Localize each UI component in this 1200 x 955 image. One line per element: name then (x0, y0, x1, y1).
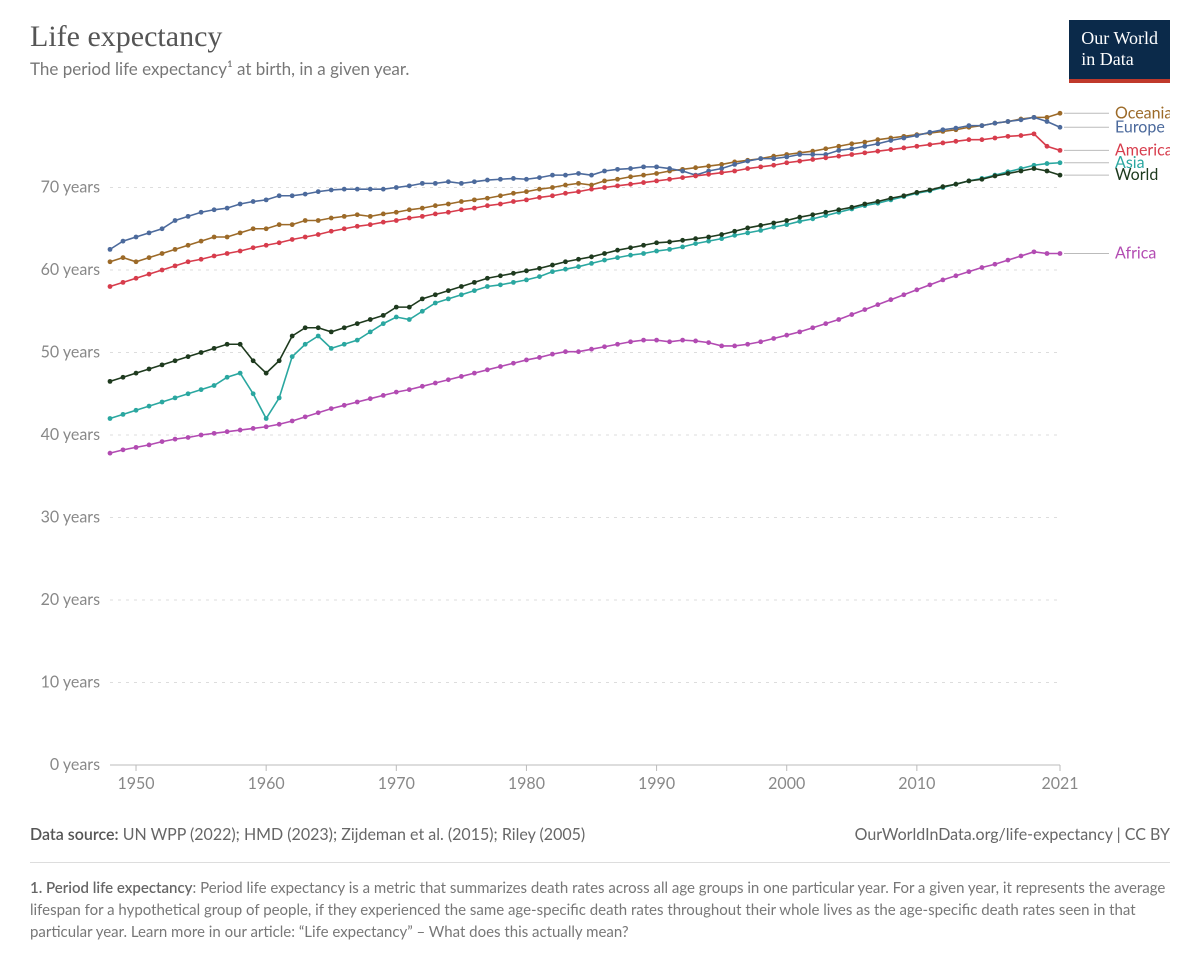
svg-text:1990: 1990 (638, 774, 675, 793)
svg-text:0 years: 0 years (50, 755, 100, 774)
chart-title: Life expectancy (30, 20, 1069, 54)
series-Americas (110, 134, 1060, 287)
svg-text:1970: 1970 (378, 774, 415, 793)
legend-Europe: Europe (1115, 117, 1165, 136)
legend-World: World (1115, 165, 1158, 184)
source-line: Data source: UN WPP (2022); HMD (2023); … (30, 825, 1170, 844)
svg-text:2010: 2010 (898, 774, 935, 793)
svg-text:2000: 2000 (768, 774, 805, 793)
svg-text:1960: 1960 (248, 774, 285, 793)
svg-text:2021: 2021 (1041, 774, 1078, 793)
chart-header: Life expectancy The period life expectan… (30, 20, 1170, 89)
line-chart: 0 years 10 years 20 years 30 years 40 years 5… (30, 95, 1170, 815)
svg-text:40 years: 40 years (41, 425, 100, 444)
svg-text:30 years: 30 years (41, 508, 100, 527)
owid-logo: Our World in Data (1069, 20, 1170, 83)
chart-subtitle: The period life expectancy¹ at birth, in… (30, 58, 1069, 79)
footnote: 1. Period life expectancy: Period life e… (30, 878, 1170, 943)
svg-text:50 years: 50 years (41, 343, 100, 362)
svg-text:1950: 1950 (117, 774, 154, 793)
svg-text:1980: 1980 (508, 774, 545, 793)
legend-Africa: Africa (1115, 244, 1156, 263)
svg-text:10 years: 10 years (41, 673, 100, 692)
svg-text:70 years: 70 years (41, 178, 100, 197)
svg-text:60 years: 60 years (41, 260, 100, 279)
separator (30, 862, 1170, 863)
svg-text:20 years: 20 years (41, 590, 100, 609)
